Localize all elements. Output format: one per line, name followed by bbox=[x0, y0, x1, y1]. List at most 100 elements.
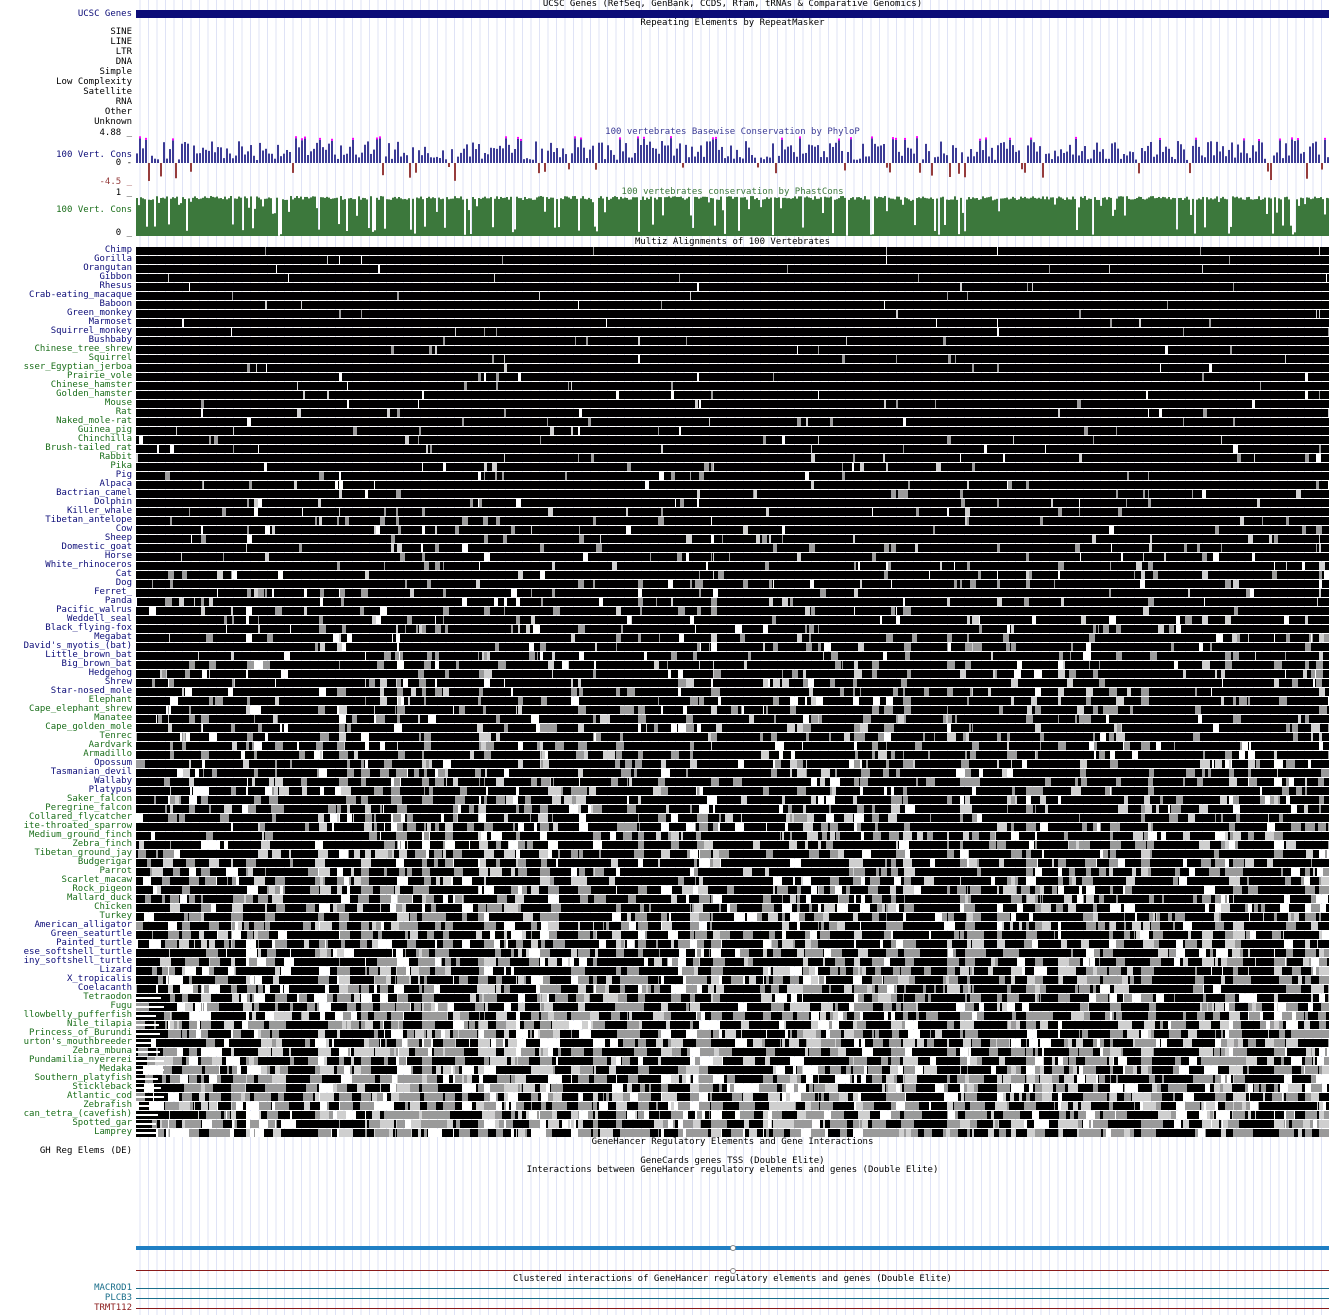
species-label[interactable]: Elephant bbox=[88, 695, 132, 705]
species-label[interactable]: Dolphin bbox=[94, 497, 132, 507]
species-label[interactable]: Pika bbox=[110, 461, 132, 471]
species-label[interactable]: Cat bbox=[115, 569, 132, 579]
species-label[interactable]: Chimp bbox=[104, 245, 132, 255]
species-alignment-row[interactable] bbox=[136, 859, 1329, 867]
species-alignment-row[interactable] bbox=[136, 949, 1329, 957]
species-alignment-row[interactable] bbox=[136, 508, 1329, 516]
species-alignment-row[interactable] bbox=[136, 553, 1329, 561]
species-label[interactable]: Golden_hamster bbox=[56, 389, 132, 399]
species-alignment-row[interactable] bbox=[136, 463, 1329, 471]
phastcons-track-label[interactable]: 100 Vert. Cons bbox=[56, 205, 132, 215]
species-label[interactable]: Cape_golden_mole bbox=[45, 722, 132, 732]
species-alignment-row[interactable] bbox=[136, 967, 1329, 975]
species-alignment-row[interactable] bbox=[136, 976, 1329, 984]
species-alignment-row[interactable] bbox=[136, 292, 1329, 300]
species-alignment-row[interactable] bbox=[136, 670, 1329, 678]
species-label[interactable]: Naked_mole-rat bbox=[56, 416, 132, 426]
species-label[interactable]: Orangutan bbox=[83, 263, 132, 273]
species-label[interactable]: Big_brown_bat bbox=[61, 659, 132, 669]
species-label[interactable]: Chinese_tree_shrew bbox=[34, 344, 132, 354]
species-label[interactable]: Cape_elephant_shrew bbox=[29, 704, 132, 714]
species-alignment-row[interactable] bbox=[136, 850, 1329, 858]
species-alignment-row[interactable] bbox=[136, 895, 1329, 903]
species-alignment-row[interactable] bbox=[136, 526, 1329, 534]
species-label[interactable]: Tasmanian_devil bbox=[50, 767, 132, 777]
species-alignment-row[interactable] bbox=[136, 814, 1329, 822]
species-alignment-row[interactable] bbox=[136, 886, 1329, 894]
species-alignment-row[interactable] bbox=[136, 598, 1329, 606]
species-label[interactable]: Brush-tailed_rat bbox=[45, 443, 132, 453]
species-label[interactable]: Star-nosed_mole bbox=[50, 686, 132, 696]
species-label[interactable]: Megabat bbox=[94, 632, 132, 642]
species-alignment-row[interactable] bbox=[136, 409, 1329, 417]
species-label[interactable]: ite-throated_sparrow bbox=[23, 821, 132, 831]
species-label[interactable]: Tenrec bbox=[99, 731, 132, 741]
species-label[interactable]: Rabbit bbox=[99, 452, 132, 462]
species-alignment-row[interactable] bbox=[136, 913, 1329, 921]
species-label[interactable]: Coelacanth bbox=[77, 983, 132, 993]
species-alignment-row[interactable] bbox=[136, 841, 1329, 849]
species-label[interactable]: Dog bbox=[115, 578, 132, 588]
species-label[interactable]: Opossum bbox=[94, 758, 132, 768]
species-alignment-row[interactable] bbox=[136, 697, 1329, 705]
species-label[interactable]: Domestic_goat bbox=[61, 542, 132, 552]
species-label[interactable]: sser_Egyptian_jerboa bbox=[23, 362, 132, 372]
species-label[interactable]: Chicken bbox=[94, 902, 132, 912]
species-alignment-row[interactable] bbox=[136, 571, 1329, 579]
species-label[interactable]: ese_softshell_turtle bbox=[23, 947, 132, 957]
species-alignment-row[interactable] bbox=[136, 661, 1329, 669]
species-label[interactable]: Lizard bbox=[99, 965, 132, 975]
ucsc-gene-feature[interactable] bbox=[136, 10, 1329, 18]
species-label[interactable]: Saker_falcon bbox=[66, 794, 132, 804]
species-label[interactable]: Squirrel bbox=[88, 353, 132, 363]
species-alignment-row[interactable] bbox=[136, 355, 1329, 363]
species-alignment-row[interactable] bbox=[136, 994, 1329, 1002]
species-label[interactable]: White_rhinoceros bbox=[45, 560, 132, 570]
species-label[interactable]: Rat bbox=[115, 407, 132, 417]
species-alignment-row[interactable] bbox=[136, 256, 1329, 264]
species-alignment-row[interactable] bbox=[136, 535, 1329, 543]
species-alignment-row[interactable] bbox=[136, 625, 1329, 633]
species-alignment-row[interactable] bbox=[136, 634, 1329, 642]
species-alignment-row[interactable] bbox=[136, 769, 1329, 777]
species-label[interactable]: Parrot bbox=[99, 866, 132, 876]
species-label[interactable]: Shrew bbox=[104, 677, 132, 687]
species-label[interactable]: Bactrian_camel bbox=[56, 488, 132, 498]
species-alignment-row[interactable] bbox=[136, 922, 1329, 930]
species-alignment-row[interactable] bbox=[136, 436, 1329, 444]
species-label[interactable]: Cow bbox=[115, 524, 132, 534]
phastcons-conservation-plot[interactable] bbox=[136, 188, 1329, 238]
species-label[interactable]: Gorilla bbox=[94, 254, 132, 264]
species-alignment-row[interactable] bbox=[136, 400, 1329, 408]
species-label[interactable]: Medium_ground_finch bbox=[29, 830, 132, 840]
species-alignment-row[interactable] bbox=[136, 247, 1329, 255]
species-alignment-row[interactable] bbox=[136, 733, 1329, 741]
species-label[interactable]: Scarlet_macaw bbox=[61, 875, 132, 885]
species-label[interactable]: Bushbaby bbox=[88, 335, 132, 345]
phylop-track-label[interactable]: 100 Vert. Cons bbox=[56, 150, 132, 160]
species-alignment-row[interactable] bbox=[136, 724, 1329, 732]
species-alignment-row[interactable] bbox=[136, 805, 1329, 813]
species-label[interactable]: Prairie_vole bbox=[66, 371, 132, 381]
species-alignment-row[interactable] bbox=[136, 454, 1329, 462]
species-alignment-row[interactable] bbox=[136, 643, 1329, 651]
species-label[interactable]: Marmoset bbox=[88, 317, 132, 327]
species-label[interactable]: Horse bbox=[104, 551, 132, 561]
species-alignment-row[interactable] bbox=[136, 868, 1329, 876]
species-label[interactable]: Mouse bbox=[104, 398, 132, 408]
species-label[interactable]: Black_flying-fox bbox=[45, 623, 132, 633]
species-alignment-row[interactable] bbox=[136, 688, 1329, 696]
species-alignment-row[interactable] bbox=[136, 751, 1329, 759]
species-label[interactable]: Chinchilla bbox=[77, 434, 132, 444]
species-alignment-row[interactable] bbox=[136, 985, 1329, 993]
species-alignment-row[interactable] bbox=[136, 760, 1329, 768]
species-alignment-row[interactable] bbox=[136, 283, 1329, 291]
species-label[interactable]: Aardvark bbox=[88, 740, 132, 750]
species-alignment-row[interactable] bbox=[136, 580, 1329, 588]
species-alignment-row[interactable] bbox=[136, 445, 1329, 453]
species-alignment-row[interactable] bbox=[136, 382, 1329, 390]
species-label[interactable]: Green_monkey bbox=[66, 308, 132, 318]
species-alignment-row[interactable] bbox=[136, 832, 1329, 840]
species-alignment-row[interactable] bbox=[136, 652, 1329, 660]
species-alignment-row[interactable] bbox=[136, 787, 1329, 795]
